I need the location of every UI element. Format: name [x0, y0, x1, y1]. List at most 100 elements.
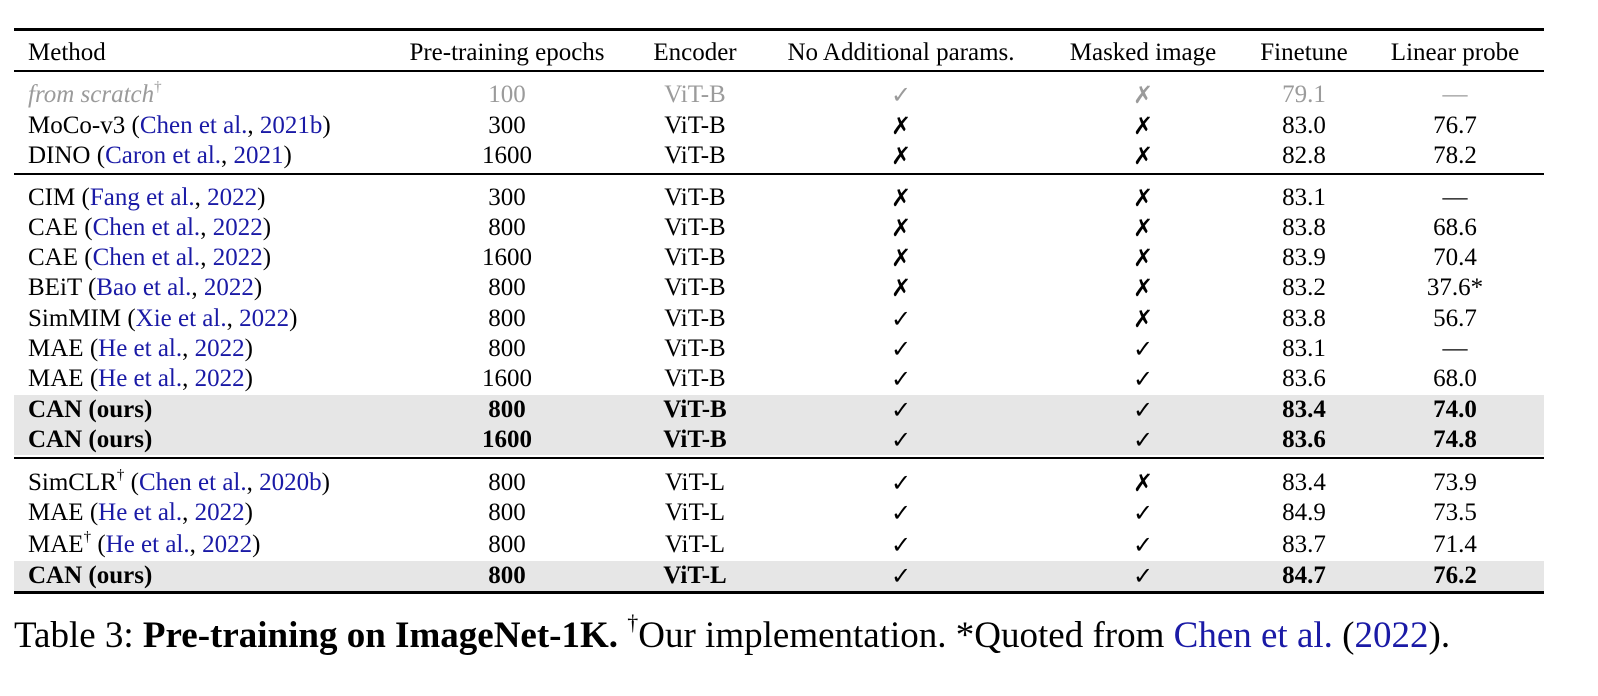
cross-icon: ✗: [890, 142, 912, 170]
epochs-cell: 1600: [482, 365, 532, 392]
cross-icon: ✗: [890, 184, 912, 212]
method-cell: CAE (Chen et al., 2022): [28, 244, 272, 271]
cross-icon: ✗: [890, 244, 912, 272]
caption-citation[interactable]: Chen et al.: [1173, 615, 1333, 656]
citation-link[interactable]: Fang et al.: [89, 184, 195, 211]
encoder-cell: ViT-B: [664, 365, 726, 392]
dagger-mark: †: [116, 466, 125, 483]
method-name: CAN (ours): [28, 396, 153, 423]
encoder-cell: ViT-B: [664, 274, 726, 301]
encoder-cell: ViT-B: [664, 244, 726, 271]
method-cell: CAN (ours): [28, 425, 152, 455]
method-cell: SimMIM (Xie et al., 2022): [28, 305, 298, 332]
table-row: DINO (Caron et al., 2021) 1600 ViT-B ✗ ✗ 82.8…: [14, 141, 1544, 171]
encoder-cell: ViT-B: [664, 305, 726, 332]
citation-link[interactable]: He et al.: [98, 499, 183, 526]
table-row: from scratch† 100 ViT-B ✓ ✗ 79.1 —: [14, 78, 1544, 110]
citation-year[interactable]: 2022: [203, 274, 254, 301]
linear-probe-cell: —: [1442, 335, 1468, 362]
table-row: MoCo-v3 (Chen et al., 2021b) 300 ViT-B ✗ ✗ 83…: [14, 111, 1544, 141]
linear-probe-cell: 76.2: [1433, 562, 1477, 589]
method-name: MAE: [28, 365, 84, 392]
citation-year[interactable]: 2022: [212, 244, 263, 271]
linear-probe-cell: —: [1442, 81, 1468, 108]
check-icon: ✓: [1132, 426, 1154, 454]
citation-link[interactable]: Chen et al.: [139, 112, 248, 139]
check-icon: ✓: [1132, 365, 1154, 393]
cross-icon: ✗: [890, 112, 912, 140]
check-icon: ✓: [1132, 499, 1154, 527]
citation-year[interactable]: 2022: [239, 305, 290, 332]
citation-year[interactable]: 2022: [194, 335, 245, 362]
citation-year[interactable]: 2022: [202, 531, 253, 558]
method-cell: SimCLR† (Chen et al., 2020b): [28, 466, 330, 496]
method-name: CAN (ours): [28, 562, 153, 589]
citation-year[interactable]: 2020b: [259, 469, 322, 496]
encoder-cell: ViT-B: [663, 426, 727, 453]
citation-link[interactable]: He et al.: [98, 335, 183, 362]
citation-year[interactable]: 2022: [194, 365, 245, 392]
finetune-cell: 83.2: [1282, 274, 1326, 301]
method-cell: MAE (He et al., 2022): [28, 335, 253, 362]
method-name: MoCo-v3: [28, 112, 126, 139]
method-cell: CAN (ours): [28, 561, 152, 591]
cross-icon: ✗: [1132, 274, 1154, 302]
citation-link[interactable]: Bao et al.: [96, 274, 192, 301]
method-name: CAE: [28, 214, 78, 241]
table-row: CAN (ours) 800 ViT-L ✓ ✓ 84.7 76.2: [14, 561, 1544, 591]
method-cell: CAN (ours): [28, 395, 152, 425]
linear-probe-cell: 71.4: [1433, 531, 1477, 558]
table-row: MAE (He et al., 2022) 1600 ViT-B ✓ ✓ 83.6 68.0: [14, 364, 1544, 394]
caption-dagger: †: [627, 609, 639, 635]
linear-probe-cell: 70.4: [1433, 244, 1477, 271]
finetune-cell: 83.7: [1282, 531, 1326, 558]
citation-link[interactable]: Xie et al.: [135, 305, 227, 332]
method-cell: from scratch†: [28, 78, 162, 110]
check-icon: ✓: [1132, 531, 1154, 559]
finetune-cell: 83.8: [1282, 305, 1326, 332]
linear-probe-cell: 73.9: [1433, 469, 1477, 496]
header-encoder: Encoder: [653, 39, 737, 66]
encoder-cell: ViT-B: [664, 81, 726, 108]
table-caption: Table 3: Pre-training on ImageNet-1K. †O…: [14, 609, 1451, 656]
table-top-rule: [14, 28, 1544, 31]
finetune-cell: 83.6: [1282, 426, 1326, 453]
table-row: CAE (Chen et al., 2022) 1600 ViT-B ✗ ✗ 83.9 70…: [14, 243, 1544, 273]
citation-year[interactable]: 2022: [212, 214, 263, 241]
epochs-cell: 300: [488, 112, 526, 139]
check-icon: ✓: [890, 305, 912, 333]
method-cell: CIM (Fang et al., 2022): [28, 184, 266, 211]
epochs-cell: 800: [488, 274, 526, 301]
method-cell: MAE (He et al., 2022): [28, 365, 253, 392]
highlight-ours-vitb: [14, 395, 1544, 455]
encoder-cell: ViT-B: [663, 396, 727, 423]
cross-icon: ✗: [1132, 112, 1154, 140]
citation-year[interactable]: 2022: [194, 499, 245, 526]
encoder-cell: ViT-B: [664, 112, 726, 139]
caption-citation-year[interactable]: 2022: [1354, 615, 1429, 656]
citation-link[interactable]: He et al.: [98, 365, 183, 392]
check-icon: ✓: [1132, 396, 1154, 424]
check-icon: ✓: [890, 426, 912, 454]
citation-link[interactable]: Chen et al.: [92, 214, 201, 241]
check-icon: ✓: [890, 81, 912, 109]
citation-year[interactable]: 2022: [207, 184, 258, 211]
method-cell: MAE† (He et al., 2022): [28, 528, 261, 558]
epochs-cell: 1600: [482, 426, 532, 453]
header-masked: Masked image: [1069, 39, 1217, 66]
method-name: MAE: [28, 335, 84, 362]
citation-link[interactable]: He et al.: [105, 531, 190, 558]
citation-link[interactable]: Chen et al.: [92, 244, 201, 271]
check-icon: ✓: [890, 469, 912, 497]
epochs-cell: 100: [488, 81, 526, 108]
epochs-cell: 800: [488, 469, 526, 496]
table-row: MAE (He et al., 2022) 800 ViT-B ✓ ✓ 83.1 —: [14, 334, 1544, 364]
citation-year[interactable]: 2021b: [259, 112, 323, 139]
linear-probe-cell: 76.7: [1433, 112, 1477, 139]
dagger-mark: †: [154, 78, 162, 95]
epochs-cell: 800: [488, 214, 526, 241]
citation-link[interactable]: Chen et al.: [139, 469, 247, 496]
citation-link[interactable]: Caron et al.: [105, 142, 222, 169]
citation-year[interactable]: 2021: [233, 142, 284, 169]
check-icon: ✓: [890, 335, 912, 363]
